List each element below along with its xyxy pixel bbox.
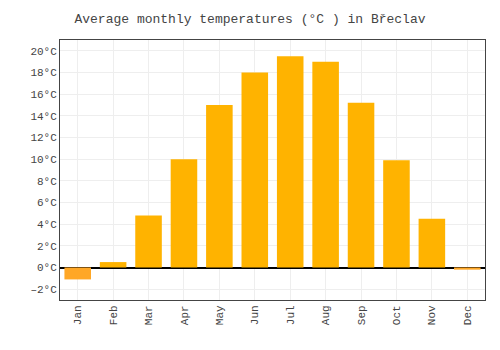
svg-text:4°C: 4°C [37, 219, 57, 231]
svg-text:Jun: Jun [249, 305, 261, 325]
svg-text:Jan: Jan [72, 305, 84, 325]
svg-text:Jul: Jul [285, 305, 297, 325]
svg-text:May: May [214, 305, 226, 325]
svg-text:16°C: 16°C [30, 89, 57, 101]
svg-text:–2°C: –2°C [30, 284, 57, 296]
svg-text:18°C: 18°C [30, 67, 57, 79]
svg-text:Oct: Oct [391, 305, 403, 325]
svg-text:10°C: 10°C [30, 154, 57, 166]
svg-text:Average monthly temperatures (: Average monthly temperatures (°C ) in Bř… [74, 12, 425, 27]
svg-text:Apr: Apr [179, 305, 191, 325]
svg-text:Aug: Aug [320, 305, 332, 325]
svg-text:Feb: Feb [108, 305, 120, 325]
svg-text:14°C: 14°C [30, 111, 57, 123]
svg-text:Nov: Nov [426, 305, 438, 325]
svg-text:2°C: 2°C [37, 241, 57, 253]
svg-text:0°C: 0°C [37, 262, 57, 274]
svg-text:8°C: 8°C [37, 176, 57, 188]
svg-text:6°C: 6°C [37, 197, 57, 209]
svg-text:12°C: 12°C [30, 132, 57, 144]
svg-text:Sep: Sep [356, 305, 368, 325]
svg-text:Dec: Dec [462, 305, 474, 325]
svg-text:20°C: 20°C [30, 46, 57, 58]
svg-text:Mar: Mar [143, 305, 155, 325]
